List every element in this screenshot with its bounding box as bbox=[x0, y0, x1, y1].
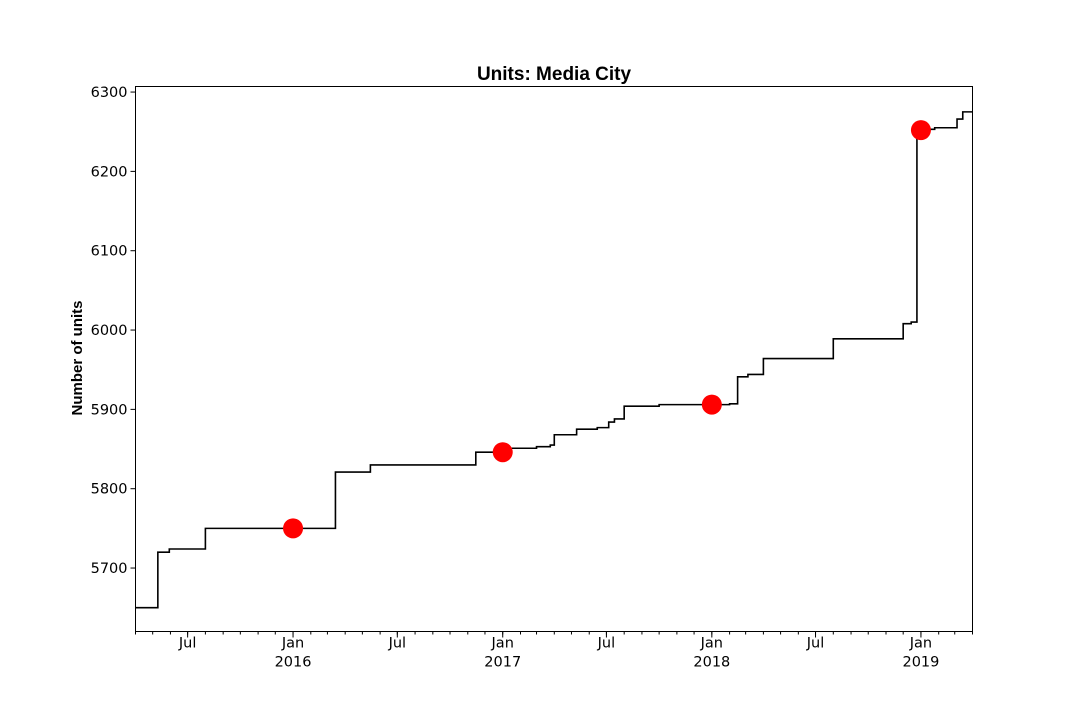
x-tick-label: Jan 2017 bbox=[484, 636, 521, 671]
y-tick-label: 5800 bbox=[91, 482, 128, 498]
x-axis: Jul Jan 2016 Jul Jan 2017 Jul Jan 2018 Jul Jan 2019 bbox=[135, 631, 973, 671]
y-tick-label: 6200 bbox=[91, 164, 128, 180]
y-tick-label: 6100 bbox=[91, 244, 128, 260]
x-tick-label: Jul bbox=[597, 636, 616, 652]
x-tick-label: Jan 2019 bbox=[902, 636, 939, 671]
marker-point bbox=[701, 394, 722, 415]
y-axis-label: Number of units bbox=[69, 301, 86, 416]
x-tick-label: Jul bbox=[388, 636, 407, 652]
chart-title: Units: Media City bbox=[477, 64, 632, 85]
y-tick-label: 6300 bbox=[91, 85, 128, 101]
marker-point bbox=[910, 120, 931, 141]
marker-point bbox=[283, 518, 304, 539]
marker-point bbox=[492, 442, 513, 463]
x-tick-label: Jul bbox=[178, 636, 197, 652]
axes-frame bbox=[135, 86, 973, 632]
series-line bbox=[135, 111, 973, 609]
x-tick-label: Jul bbox=[806, 636, 825, 652]
y-tick-label: 6000 bbox=[91, 323, 128, 339]
x-tick-label: Jan 2018 bbox=[693, 636, 730, 671]
y-tick-label: 5700 bbox=[91, 561, 128, 577]
plot-area bbox=[135, 111, 973, 609]
x-tick-label: Jan 2016 bbox=[275, 636, 312, 671]
marker-layer bbox=[283, 120, 931, 539]
y-tick-label: 5900 bbox=[91, 402, 128, 418]
y-axis: 5700 5800 5900 6000 6100 6200 6300 bbox=[91, 85, 136, 577]
